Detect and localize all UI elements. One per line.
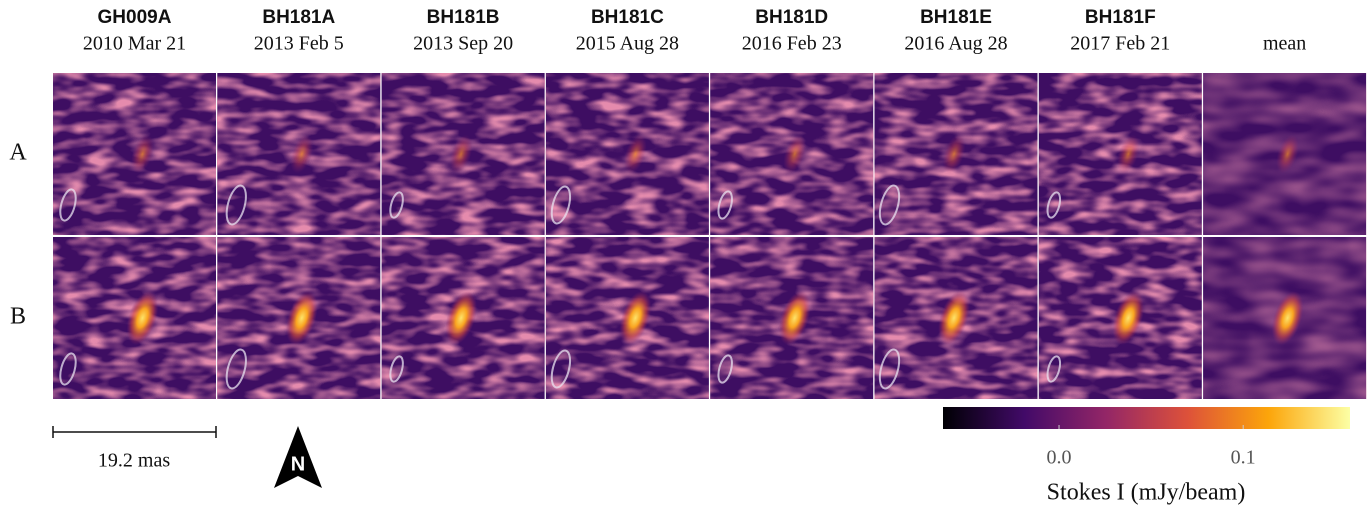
panel bbox=[53, 73, 216, 235]
beam bbox=[717, 354, 733, 384]
panel bbox=[1203, 237, 1367, 399]
beam bbox=[1046, 191, 1062, 219]
source bbox=[942, 134, 966, 174]
column-name: BH181A bbox=[262, 7, 335, 28]
source bbox=[285, 291, 318, 345]
source bbox=[619, 291, 652, 345]
beam bbox=[59, 352, 77, 386]
beam bbox=[878, 184, 901, 226]
panel bbox=[545, 237, 709, 399]
source bbox=[1276, 134, 1299, 174]
column-date: 2013 Feb 5 bbox=[254, 33, 344, 55]
column-date: 2017 Feb 21 bbox=[1070, 33, 1170, 55]
source bbox=[445, 291, 477, 345]
column-date: 2016 Feb 23 bbox=[742, 33, 842, 55]
column-date: 2015 Aug 28 bbox=[576, 33, 679, 55]
column-date: 2013 Sep 20 bbox=[413, 33, 513, 55]
source bbox=[938, 291, 970, 345]
source bbox=[783, 134, 807, 174]
source bbox=[290, 134, 314, 174]
north-arrow bbox=[274, 426, 322, 488]
source bbox=[1112, 291, 1145, 345]
column-name: BH181F bbox=[1085, 7, 1156, 28]
column-name: BH181B bbox=[427, 7, 500, 28]
colorbar-label: Stokes I (mJy/beam) bbox=[1047, 480, 1246, 506]
panel bbox=[1203, 73, 1367, 235]
beam bbox=[1046, 355, 1062, 383]
scale-bar-label: 19.2 mas bbox=[98, 450, 170, 472]
colorbar-tick-label: 0.1 bbox=[1231, 447, 1256, 469]
panel bbox=[217, 73, 381, 235]
beam bbox=[225, 348, 247, 390]
beam bbox=[389, 191, 404, 219]
beam bbox=[59, 188, 77, 222]
row-label: A bbox=[9, 140, 27, 166]
column-date: 2016 Aug 28 bbox=[904, 33, 1007, 55]
column-name: BH181C bbox=[591, 7, 664, 28]
source bbox=[1271, 291, 1304, 345]
row-label: B bbox=[10, 304, 26, 330]
colorbar-tick-label: 0.0 bbox=[1047, 447, 1072, 469]
column-date: 2010 Mar 21 bbox=[83, 33, 186, 55]
panel bbox=[1038, 237, 1202, 399]
panel bbox=[53, 237, 216, 399]
source bbox=[624, 134, 647, 174]
column-name: BH181D bbox=[755, 7, 828, 28]
beam bbox=[717, 190, 733, 220]
north-label: N bbox=[291, 453, 305, 475]
panel bbox=[874, 73, 1038, 235]
panel bbox=[381, 73, 545, 235]
colorbar bbox=[943, 407, 1350, 429]
panel bbox=[217, 237, 381, 399]
source bbox=[131, 134, 154, 174]
panel bbox=[381, 237, 545, 399]
panel bbox=[1038, 73, 1202, 235]
beam bbox=[550, 349, 572, 389]
panels bbox=[53, 73, 1367, 399]
beam bbox=[550, 185, 572, 225]
source bbox=[778, 291, 811, 345]
panel bbox=[710, 237, 874, 399]
source bbox=[1116, 134, 1140, 174]
panel bbox=[874, 237, 1038, 399]
column-name: BH181E bbox=[920, 7, 992, 28]
panel bbox=[545, 73, 709, 235]
panel bbox=[710, 73, 874, 235]
column-label: mean bbox=[1263, 33, 1306, 55]
source bbox=[449, 134, 473, 174]
beam bbox=[225, 184, 247, 226]
source bbox=[126, 291, 159, 345]
beam bbox=[389, 355, 404, 383]
beam bbox=[878, 348, 901, 390]
column-name: GH009A bbox=[98, 7, 172, 28]
